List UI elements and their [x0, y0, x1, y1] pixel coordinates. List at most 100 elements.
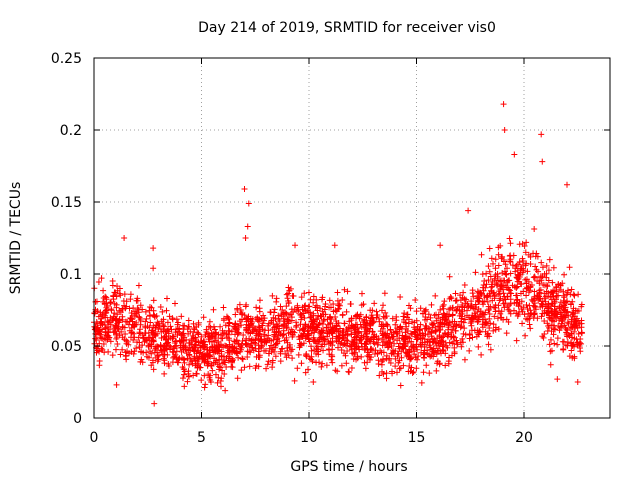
data-point	[119, 306, 126, 313]
data-point	[226, 319, 233, 326]
data-point	[96, 348, 103, 355]
data-point	[203, 326, 210, 333]
data-point	[301, 314, 308, 321]
data-point	[273, 295, 280, 302]
data-point	[485, 320, 492, 327]
data-point	[549, 279, 556, 286]
data-point	[487, 293, 494, 300]
data-point	[390, 335, 397, 342]
data-point	[113, 335, 120, 342]
data-point	[495, 302, 502, 309]
data-point	[328, 356, 335, 363]
data-point	[158, 328, 165, 335]
data-point	[267, 309, 274, 316]
data-point	[112, 346, 119, 353]
data-point	[325, 328, 332, 335]
data-point	[237, 346, 244, 353]
data-point	[186, 361, 193, 368]
data-point	[321, 316, 328, 323]
data-point	[371, 350, 378, 357]
data-point	[347, 325, 354, 332]
data-point	[527, 325, 534, 332]
data-point	[310, 293, 317, 300]
data-point	[406, 335, 413, 342]
data-point	[277, 303, 284, 310]
data-point	[449, 304, 456, 311]
data-point	[429, 348, 436, 355]
data-point	[422, 316, 429, 323]
data-point	[488, 284, 495, 291]
data-point	[248, 319, 255, 326]
x-tick-label: 0	[90, 430, 99, 446]
data-point	[319, 296, 326, 303]
data-point	[302, 333, 309, 340]
data-point	[491, 313, 498, 320]
data-point	[229, 356, 236, 363]
data-point	[433, 340, 440, 347]
data-point	[526, 302, 533, 309]
data-point	[154, 330, 161, 337]
data-point	[486, 325, 493, 332]
data-point	[261, 327, 268, 334]
data-point	[136, 339, 143, 346]
data-point	[498, 314, 505, 321]
data-point	[545, 267, 552, 274]
data-point	[297, 342, 304, 349]
data-point	[468, 316, 475, 323]
data-point	[181, 322, 188, 329]
data-point	[181, 371, 188, 378]
data-point	[100, 294, 107, 301]
data-point	[285, 352, 292, 359]
data-point	[560, 288, 567, 295]
data-point	[305, 366, 312, 373]
data-point	[480, 287, 487, 294]
data-point	[123, 340, 130, 347]
data-point	[519, 240, 526, 247]
data-point	[151, 400, 158, 407]
data-point	[159, 351, 166, 358]
data-point	[453, 337, 460, 344]
data-point	[541, 318, 548, 325]
data-point	[546, 256, 553, 263]
data-point	[350, 355, 357, 362]
data-point	[160, 323, 167, 330]
data-point	[396, 365, 403, 372]
data-point	[506, 258, 513, 265]
data-point	[289, 346, 296, 353]
data-point	[445, 331, 452, 338]
data-point	[375, 339, 382, 346]
data-point	[185, 330, 192, 337]
data-point	[532, 303, 539, 310]
data-point	[313, 340, 320, 347]
data-point	[160, 316, 167, 323]
data-point	[383, 355, 390, 362]
data-point	[298, 294, 305, 301]
data-point	[275, 329, 282, 336]
data-point	[244, 353, 251, 360]
data-point	[241, 364, 248, 371]
data-point	[453, 307, 460, 314]
data-point	[114, 283, 121, 290]
data-point	[317, 312, 324, 319]
data-point	[495, 291, 502, 298]
data-point	[418, 379, 425, 386]
data-point	[143, 315, 150, 322]
data-point	[255, 348, 262, 355]
data-point	[297, 321, 304, 328]
data-point	[246, 363, 253, 370]
data-point	[297, 310, 304, 317]
data-point	[212, 371, 219, 378]
data-point	[269, 364, 276, 371]
data-point	[107, 338, 114, 345]
data-point	[475, 294, 482, 301]
data-point	[107, 326, 114, 333]
data-point	[458, 343, 465, 350]
data-point	[532, 253, 539, 260]
data-point	[280, 310, 287, 317]
data-point	[110, 329, 117, 336]
data-point	[243, 341, 250, 348]
data-point	[322, 311, 329, 318]
data-point	[278, 313, 285, 320]
data-point	[485, 277, 492, 284]
data-point	[516, 259, 523, 266]
